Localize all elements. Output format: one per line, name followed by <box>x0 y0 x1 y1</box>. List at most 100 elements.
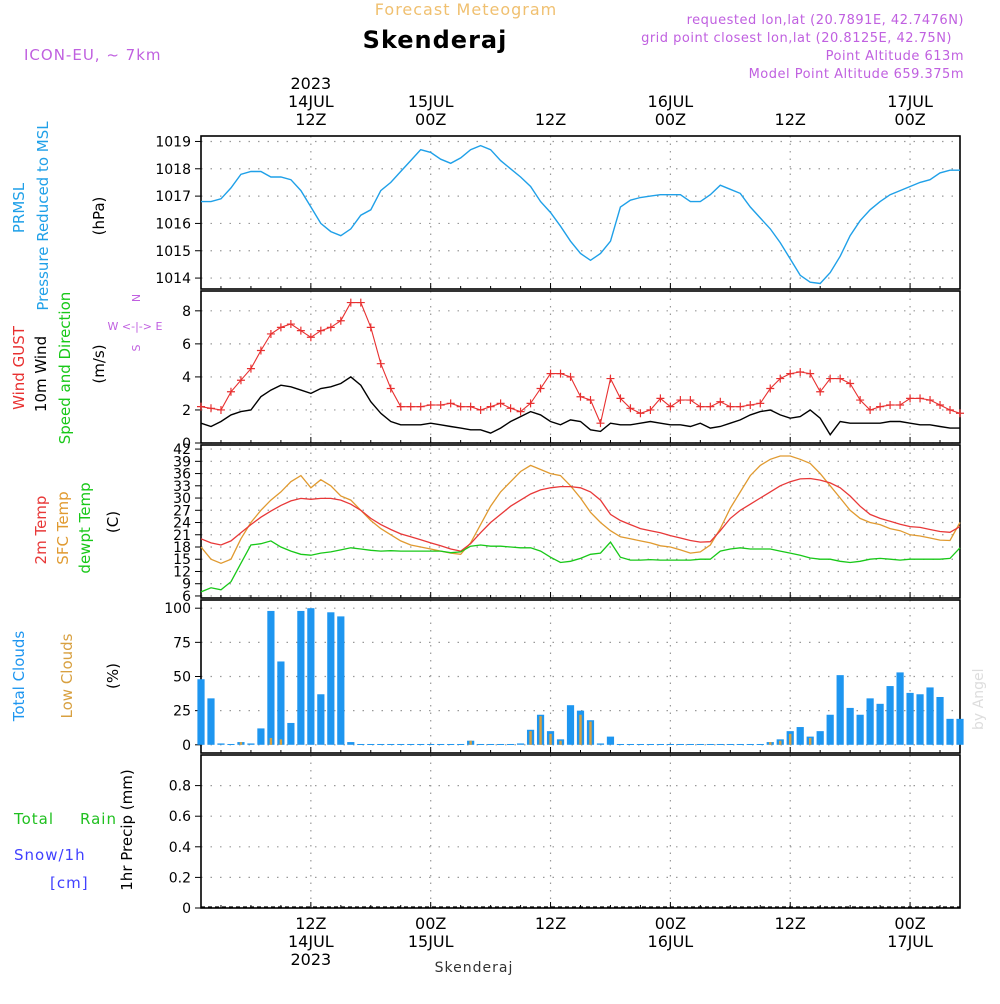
precip-panel: 0 0.2 0.4 0.6 0.8 <box>169 754 961 917</box>
wind-gust-marker <box>276 323 285 332</box>
ytick-label: 30 <box>173 491 191 507</box>
temp-label-dewpt: dewpt Temp <box>76 482 94 573</box>
total-cloud-bar <box>796 727 804 745</box>
temp-2m-line <box>200 477 961 552</box>
wind-10m-line <box>200 376 960 436</box>
wind-gust-marker <box>226 387 235 396</box>
wind-gust-marker <box>796 367 805 376</box>
wind-gust-marker <box>646 405 655 414</box>
precip-label-cm: [cm] <box>50 874 89 892</box>
model-label: ICON-EU, ~ 7km <box>24 46 162 64</box>
wind-label-10m: 10m Wind <box>32 336 50 412</box>
total-cloud-bar <box>746 743 754 745</box>
point-altitude: Point Altitude 613m <box>826 49 964 64</box>
total-cloud-bar <box>487 743 495 745</box>
low-cloud-bar <box>539 716 542 745</box>
wind-gust-marker <box>406 402 415 411</box>
wind-gust-marker <box>566 372 575 381</box>
total-cloud-bar <box>307 608 315 745</box>
low-cloud-bar <box>559 740 562 745</box>
total-cloud-bar <box>566 705 575 745</box>
total-cloud-bar <box>656 743 664 745</box>
ytick-label: 27 <box>173 503 191 519</box>
low-cloud-bar <box>469 740 472 745</box>
ytick-label: 1016 <box>155 216 191 232</box>
wind-gust-line <box>200 302 961 425</box>
ytick-label: 1017 <box>155 189 191 205</box>
pressure-panel: 1014 1015 1016 1017 1018 1019 <box>155 134 961 290</box>
wind-gust-marker <box>536 384 545 393</box>
pressure-line <box>201 144 960 285</box>
requested-lonlat: requested lon,lat (20.7891E, 42.7476N) <box>687 13 964 28</box>
time-label-bottom: 2023 <box>290 950 331 969</box>
ytick-label: 75 <box>173 635 191 651</box>
total-cloud-bar <box>676 743 684 745</box>
wind-gust-marker <box>626 404 635 413</box>
total-cloud-bar <box>706 743 714 745</box>
total-cloud-bar <box>407 743 415 745</box>
wind-gust-marker <box>526 399 535 408</box>
total-cloud-bar <box>357 743 365 745</box>
wind-gust-marker <box>736 402 745 411</box>
compass-n: N <box>130 294 143 302</box>
total-cloud-bar <box>247 743 255 745</box>
ytick-label: 0 <box>182 738 191 754</box>
ytick-label: 2 <box>182 403 191 419</box>
total-cloud-bar <box>726 743 734 745</box>
low-cloud-bar <box>579 714 582 745</box>
wind-gust-marker <box>846 379 855 388</box>
wind-gust-marker <box>316 326 325 335</box>
wind-gust-marker <box>896 401 905 409</box>
wind-gust-marker <box>476 405 485 414</box>
wind-gust-marker <box>816 387 825 396</box>
time-label-top: 14JUL <box>288 92 334 111</box>
wind-gust-marker <box>336 316 345 325</box>
wind-gust-marker <box>766 384 775 393</box>
cloud-label-total: Total Clouds <box>10 631 28 723</box>
low-cloud-bar <box>808 737 812 745</box>
ytick-label: 50 <box>173 670 191 686</box>
ytick-label: 15 <box>173 552 191 568</box>
wind-gust-marker <box>256 346 265 355</box>
wind-gust-marker <box>696 402 705 411</box>
ytick-label: 18 <box>173 540 191 556</box>
total-cloud-bar <box>636 743 645 745</box>
wind-gust-marker <box>636 409 645 418</box>
wind-gust-marker <box>616 394 625 403</box>
ytick-label: 1014 <box>155 271 191 287</box>
wind-label-speed-dir: Speed and Direction <box>56 292 74 445</box>
total-cloud-bar <box>956 718 964 745</box>
total-cloud-bar <box>427 743 435 745</box>
cloud-label-unit: (%) <box>104 663 122 689</box>
precip-label-rain: Rain <box>80 810 117 828</box>
pressure-label-unit: (hPa) <box>90 197 108 236</box>
product-title: Forecast Meteogram <box>375 0 557 19</box>
precip-axis-labels: Total Rain Snow/1h [cm] 1hr Precip (mm) <box>13 769 136 892</box>
wind-gust-marker <box>306 333 315 342</box>
wind-gust-marker <box>576 392 585 401</box>
total-cloud-bar <box>626 743 635 745</box>
wind-gust-marker <box>396 402 405 411</box>
total-cloud-bar <box>666 743 674 745</box>
wind-gust-marker <box>206 404 215 413</box>
low-cloud-bar <box>529 731 532 745</box>
total-cloud-bar <box>736 743 744 745</box>
wind-gust-marker <box>197 402 205 411</box>
wind-gust-marker <box>956 409 964 418</box>
wind-gust-marker <box>666 402 675 411</box>
watermark: by Angel <box>971 669 987 730</box>
ytick-label: 0.6 <box>169 809 191 825</box>
pressure-axis-labels: PRMSL Pressure Reduced to MSL (hPa) <box>10 121 108 311</box>
time-label-top: 12Z <box>295 110 326 129</box>
total-cloud-bar <box>267 610 275 745</box>
low-cloud-bar <box>589 721 592 745</box>
total-cloud-bar <box>596 743 605 745</box>
ytick-label: 0.2 <box>169 870 191 886</box>
total-cloud-bar <box>906 692 914 745</box>
time-label-top: 15JUL <box>408 92 454 111</box>
wind-gust-marker <box>946 405 955 414</box>
